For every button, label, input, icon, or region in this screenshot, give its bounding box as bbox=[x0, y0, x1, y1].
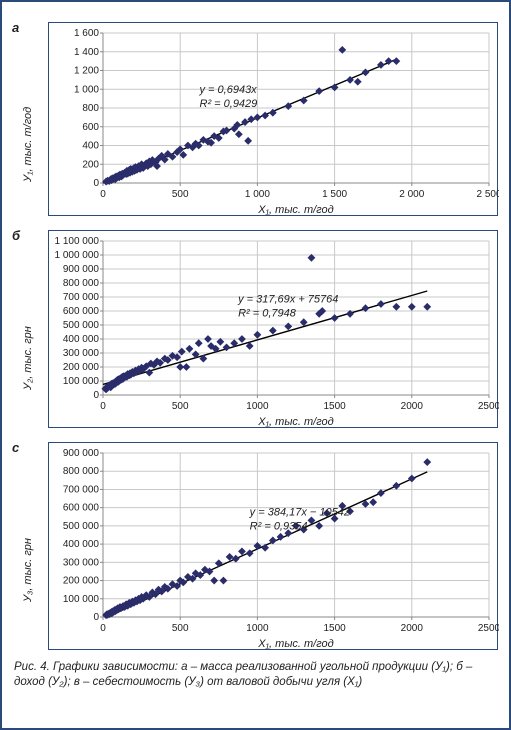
panel-b-svg: 0 100 000 200 000 300 000 400 000 500 000 600 … bbox=[49, 231, 499, 429]
svg-text:800 000: 800 000 bbox=[63, 278, 100, 289]
svg-text:2 500: 2 500 bbox=[476, 189, 499, 200]
svg-text:2500: 2500 bbox=[478, 623, 499, 634]
svg-text:2 000: 2 000 bbox=[399, 189, 424, 200]
panel-c-ylabel: У₃, тыс. грн bbox=[22, 538, 34, 602]
svg-text:100 000: 100 000 bbox=[63, 594, 100, 605]
svg-text:2000: 2000 bbox=[401, 401, 424, 412]
svg-text:1 600: 1 600 bbox=[74, 28, 99, 39]
svg-text:y = 384,17x − 10542: y = 384,17x − 10542 bbox=[249, 506, 350, 518]
svg-text:500: 500 bbox=[172, 623, 189, 634]
panel-c: с У₃, тыс. грн 0 100 000 200 000 300 000 400… bbox=[10, 442, 501, 650]
svg-text:100 000: 100 000 bbox=[63, 376, 100, 387]
svg-text:R² = 0,9429: R² = 0,9429 bbox=[200, 98, 258, 110]
svg-text:400 000: 400 000 bbox=[63, 334, 100, 345]
panel-a-svg: 0 200 400 600 800 1 000 1 200 1 400 1 600 0 500 1 0… bbox=[49, 23, 499, 217]
svg-text:300 000: 300 000 bbox=[63, 348, 100, 359]
svg-text:0: 0 bbox=[93, 612, 99, 623]
svg-text:y = 317,69x + 75764: y = 317,69x + 75764 bbox=[237, 294, 338, 306]
panel-a-ylabel: У₁, тыс. т/год bbox=[22, 107, 34, 182]
svg-text:0: 0 bbox=[100, 401, 106, 412]
svg-text:900 000: 900 000 bbox=[63, 448, 100, 459]
svg-text:200 000: 200 000 bbox=[63, 576, 100, 587]
svg-text:1 100 000: 1 100 000 bbox=[55, 236, 100, 247]
figure-caption: Рис. 4. Графики зависимости: а – масса р… bbox=[10, 654, 501, 692]
svg-text:800: 800 bbox=[82, 103, 99, 114]
svg-text:0: 0 bbox=[93, 390, 99, 401]
svg-text:1500: 1500 bbox=[323, 401, 346, 412]
svg-text:0: 0 bbox=[100, 189, 106, 200]
svg-text:0: 0 bbox=[93, 178, 99, 189]
svg-text:400: 400 bbox=[82, 141, 99, 152]
svg-text:500 000: 500 000 bbox=[63, 521, 100, 532]
panel-c-label: с bbox=[12, 440, 19, 455]
svg-text:800 000: 800 000 bbox=[63, 466, 100, 477]
svg-text:200 000: 200 000 bbox=[63, 362, 100, 373]
svg-text:900 000: 900 000 bbox=[63, 264, 100, 275]
svg-text:600 000: 600 000 bbox=[63, 306, 100, 317]
panel-b-label: б bbox=[12, 228, 20, 243]
svg-text:1000: 1000 bbox=[246, 401, 269, 412]
panel-a-label: а bbox=[12, 20, 19, 35]
svg-text:600 000: 600 000 bbox=[63, 503, 100, 514]
svg-text:y = 0,6943x: y = 0,6943x bbox=[199, 84, 258, 96]
svg-text:1 000 000: 1 000 000 bbox=[55, 250, 100, 261]
svg-text:2000: 2000 bbox=[401, 623, 424, 634]
svg-text:500 000: 500 000 bbox=[63, 320, 100, 331]
panel-c-chartbox: 0 100 000 200 000 300 000 400 000 500 000 600 … bbox=[48, 442, 498, 650]
panel-c-svg: 0 100 000 200 000 300 000 400 000 500 000 600 … bbox=[49, 443, 499, 651]
svg-text:300 000: 300 000 bbox=[63, 557, 100, 568]
svg-text:1 000: 1 000 bbox=[245, 189, 270, 200]
svg-text:500: 500 bbox=[172, 189, 189, 200]
svg-text:0: 0 bbox=[100, 623, 106, 634]
svg-text:1 000: 1 000 bbox=[74, 84, 99, 95]
svg-text:700 000: 700 000 bbox=[63, 292, 100, 303]
svg-text:X₁, тыс. т/год: X₁, тыс. т/год bbox=[257, 416, 334, 428]
svg-text:500: 500 bbox=[172, 401, 189, 412]
svg-text:2500: 2500 bbox=[478, 401, 499, 412]
panel-b-ylabel: У₂, тыс. грн bbox=[22, 326, 34, 390]
panel-a-chartbox: 0 200 400 600 800 1 000 1 200 1 400 1 600 0 500 1 0… bbox=[48, 22, 498, 216]
svg-text:1 500: 1 500 bbox=[322, 189, 347, 200]
panel-a: а У₁, тыс. т/год 0 200 400 600 800 1 000 1 200… bbox=[10, 22, 501, 216]
svg-text:400 000: 400 000 bbox=[63, 539, 100, 550]
panel-b-chartbox: 0 100 000 200 000 300 000 400 000 500 000 600 … bbox=[48, 230, 498, 428]
svg-text:X₁, тыс. т/год: X₁, тыс. т/год bbox=[257, 638, 334, 650]
svg-text:600: 600 bbox=[82, 122, 99, 133]
svg-text:1000: 1000 bbox=[246, 623, 269, 634]
panel-b: б У₂, тыс. грн 0 100 000 200 000 300 000 400… bbox=[10, 230, 501, 428]
svg-text:1500: 1500 bbox=[323, 623, 346, 634]
svg-text:1 200: 1 200 bbox=[74, 66, 99, 77]
svg-text:200: 200 bbox=[82, 159, 99, 170]
figure-page: а У₁, тыс. т/год 0 200 400 600 800 1 000 1 200… bbox=[0, 0, 511, 730]
svg-text:R² = 0,7948: R² = 0,7948 bbox=[238, 308, 297, 320]
svg-text:1 400: 1 400 bbox=[74, 47, 99, 58]
svg-text:X₁, тыс. т/год: X₁, тыс. т/год bbox=[257, 204, 334, 216]
svg-text:R² = 0,9354: R² = 0,9354 bbox=[250, 520, 308, 532]
svg-text:700 000: 700 000 bbox=[63, 484, 100, 495]
